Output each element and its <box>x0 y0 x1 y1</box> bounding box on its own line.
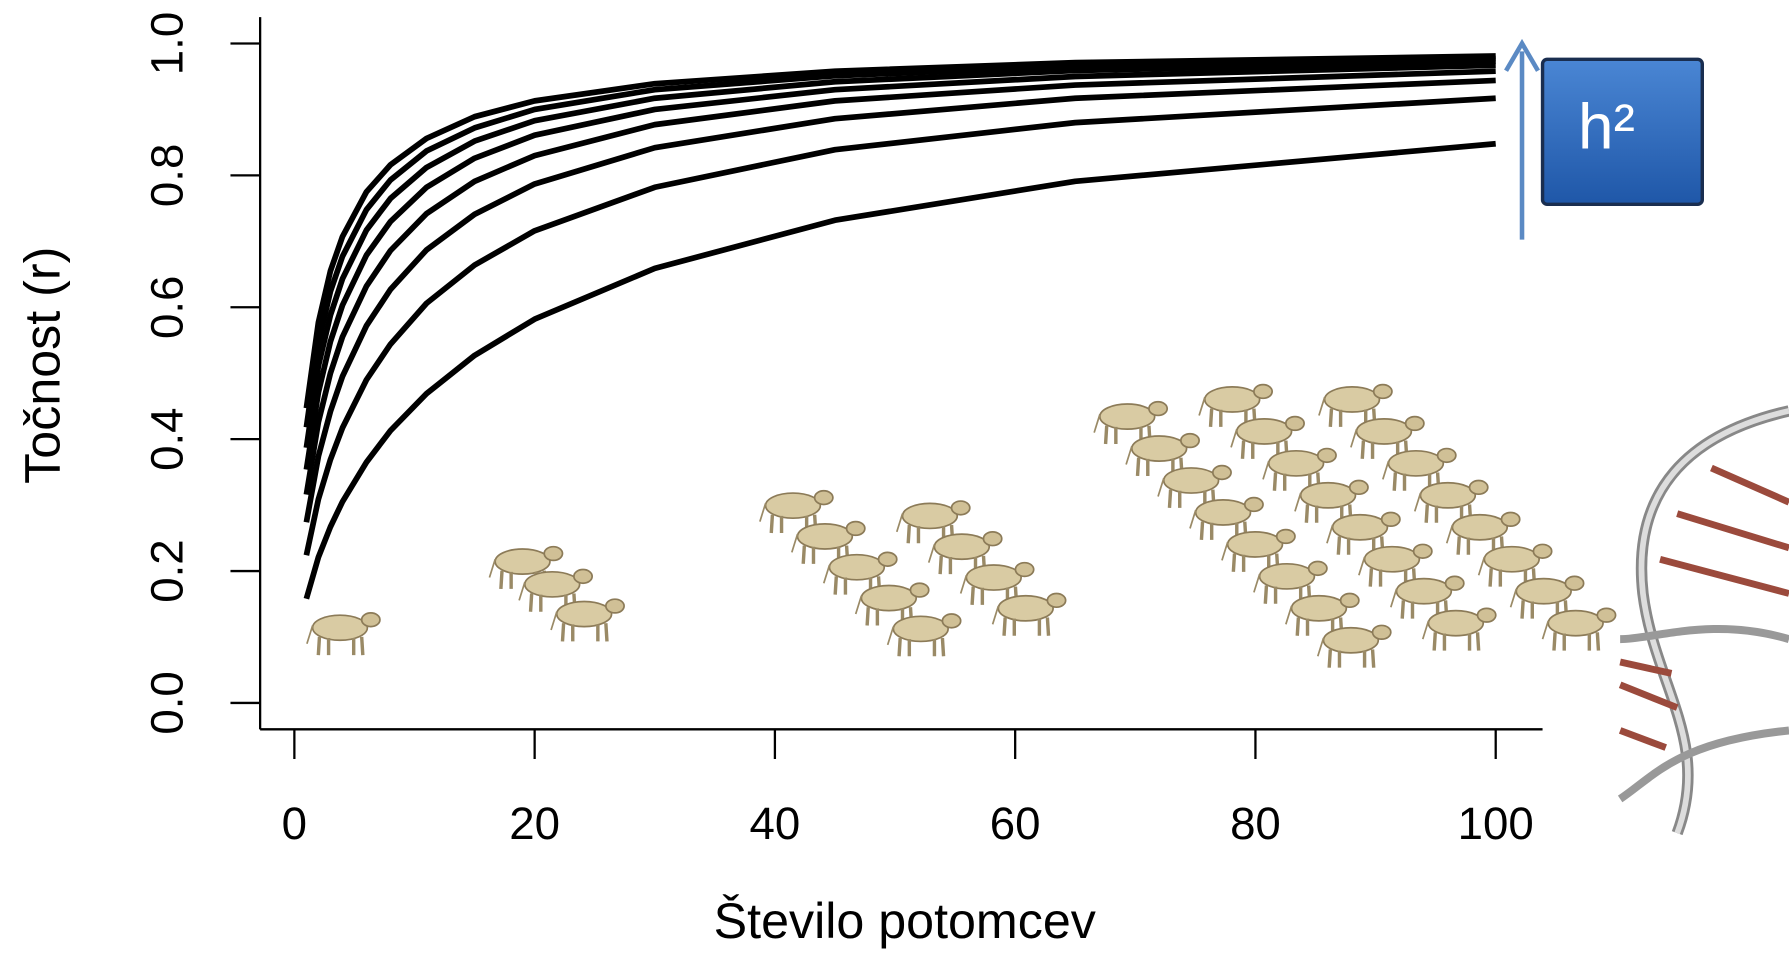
x-axis-title: Število potomcev <box>714 893 1096 949</box>
annotation: h² <box>1578 90 1635 162</box>
y-tick-label: 0.4 <box>142 407 193 470</box>
y-axis-title: Točnost (r) <box>14 247 70 484</box>
cow-icon <box>307 613 380 655</box>
cow-icon <box>993 593 1066 635</box>
y-tick-label: 0.2 <box>142 539 193 602</box>
x-tick-label: 40 <box>750 798 801 849</box>
decoration <box>307 43 1789 833</box>
x-tick-label: 0 <box>282 798 307 849</box>
y-tick-label: 1.0 <box>142 12 193 75</box>
x-tick-label: 80 <box>1230 798 1281 849</box>
x-tick-label: 100 <box>1458 798 1534 849</box>
page: h² Število potomcev Točnost (r) 0.0 0.2 0.… <box>0 0 1789 969</box>
cow-icon <box>888 614 961 656</box>
y-tick-label: 0.6 <box>142 276 193 339</box>
x-tick-label: 60 <box>990 798 1041 849</box>
x-tick-label: 20 <box>509 798 560 849</box>
y-tick-label: 0.8 <box>142 144 193 207</box>
y-tick-label: 0.0 <box>142 671 193 734</box>
cow-icon <box>1423 608 1496 650</box>
cow-icon <box>551 599 624 641</box>
series-line <box>306 61 1495 447</box>
cow-icon <box>1318 625 1391 667</box>
cow-icon <box>1543 608 1616 650</box>
dna-graphic <box>1620 411 1789 833</box>
chart: h² Število potomcev Točnost (r) 0.0 0.2 0.… <box>0 0 1789 969</box>
